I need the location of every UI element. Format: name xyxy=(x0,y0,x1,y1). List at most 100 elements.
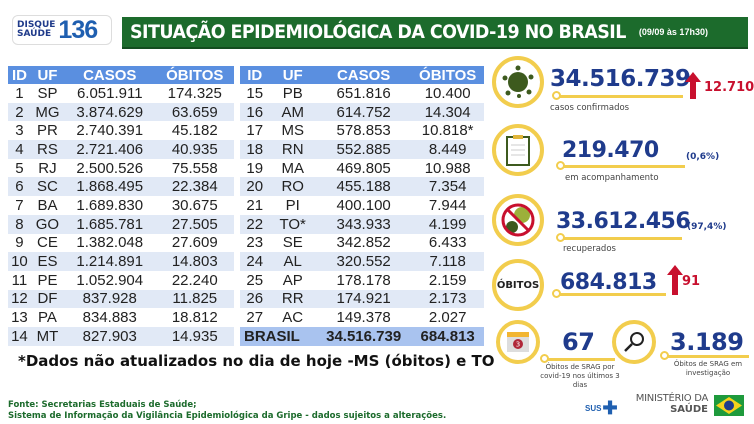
states-table-left: ID UF CASOS ÓBITOS 1 SP 6.051.911 174.325 2 MG 3.8… xyxy=(8,66,234,346)
table-row: 4 RS 2.721.406 40.935 xyxy=(8,140,234,159)
table-row: 16 AM 614.752 14.304 xyxy=(240,102,484,122)
cell-uf: CE xyxy=(37,234,58,252)
title-bar: SITUAÇÃO EPIDEMIOLÓGICA DA COVID-19 NO B… xyxy=(122,17,748,49)
cell-casos: 1.214.891 xyxy=(64,252,156,271)
cell-uf: RO xyxy=(269,177,316,197)
cell-casos: 469.805 xyxy=(336,159,391,177)
cell-casos: 178.178 xyxy=(336,271,391,289)
disque-saude-logo: DISQUE SAÚDE 136 xyxy=(12,15,112,45)
cell-uf: ES xyxy=(30,252,65,271)
cell-id: 11 xyxy=(11,271,28,289)
cell-uf: AP xyxy=(282,271,303,289)
cell-casos: 320.552 xyxy=(315,252,412,271)
table-row: 8 GO 1.685.781 27.505 xyxy=(8,214,234,234)
states-table-right: ID UF CASOS ÓBITOS 15 PB 651.816 10.400 16 AM 614.… xyxy=(240,66,484,346)
table-row: 6 SC 1.868.495 22.384 xyxy=(8,177,234,197)
cell-id: 2 xyxy=(8,102,31,122)
cell-casos: 614.752 xyxy=(315,102,412,122)
source: Fonte: Secretarias Estaduais de Saúde; S… xyxy=(8,400,446,422)
column-header: CASOS xyxy=(64,66,156,84)
cell-obitos: 2.159 xyxy=(428,271,467,289)
cell-obitos: 174.325 xyxy=(167,84,222,102)
cell-id: 3 xyxy=(15,122,24,140)
cell-casos: 651.816 xyxy=(336,84,391,102)
table-row: 11 PE 1.052.904 22.240 xyxy=(8,271,234,290)
cell-uf: SE xyxy=(282,234,303,252)
cell-id: 26 xyxy=(240,289,270,309)
cell-id: 13 xyxy=(11,309,28,327)
cell-obitos: 22.240 xyxy=(171,271,218,289)
cell-uf: AC xyxy=(282,309,304,327)
cell-obitos: 45.182 xyxy=(171,122,218,140)
cell-casos: 578.853 xyxy=(336,122,391,140)
cell-obitos: 2.173 xyxy=(411,289,484,309)
page-title: SITUAÇÃO EPIDEMIOLÓGICA DA COVID-19 NO B… xyxy=(130,21,626,43)
cell-id: 21 xyxy=(246,196,264,214)
cell-uf: MS xyxy=(281,122,304,140)
cell-casos: 174.921 xyxy=(315,289,412,309)
cell-uf: GO xyxy=(30,214,65,234)
table-row: 21 PI 400.100 7.944 xyxy=(240,196,484,215)
cell-id: 4 xyxy=(8,140,31,159)
table-row: 13 PA 834.883 18.812 xyxy=(8,308,234,327)
cell-id: 8 xyxy=(8,214,31,234)
cell-uf: RJ xyxy=(38,159,57,177)
cell-uf: PB xyxy=(282,84,303,102)
cell-uf: TO* xyxy=(269,214,316,234)
cell-casos: 149.378 xyxy=(336,309,391,327)
table-row: 7 BA 1.689.830 30.675 xyxy=(8,196,234,215)
calendar-icon: 3 xyxy=(496,320,540,364)
cell-casos: 834.883 xyxy=(82,309,137,327)
cell-casos: 2.500.526 xyxy=(76,159,144,177)
cell-casos: 400.100 xyxy=(336,196,391,214)
table-row: 1 SP 6.051.911 174.325 xyxy=(8,84,234,103)
column-header: ID xyxy=(240,66,270,84)
cell-id: 6 xyxy=(8,177,31,197)
cell-uf: RS xyxy=(30,140,65,159)
brazil-flag-icon xyxy=(714,395,744,421)
table-row: 5 RJ 2.500.526 75.558 xyxy=(8,159,234,178)
table-row: 22 TO* 343.933 4.199 xyxy=(240,214,484,234)
cell-obitos: 7.944 xyxy=(428,196,467,214)
cell-obitos: 7.118 xyxy=(411,252,484,271)
cell-casos: 6.051.911 xyxy=(76,84,143,102)
cell-id: 23 xyxy=(246,234,264,252)
cell-casos: 343.933 xyxy=(315,214,412,234)
cell-uf: AL xyxy=(269,252,316,271)
column-header: ÓBITOS xyxy=(155,66,234,84)
table-header: ID UF CASOS ÓBITOS xyxy=(240,66,484,84)
cell-obitos: 8.449 xyxy=(411,140,484,159)
cell-obitos: 4.199 xyxy=(411,214,484,234)
total-label: BRASIL xyxy=(240,326,316,346)
sus-text: SUS xyxy=(585,404,602,413)
virus-icon xyxy=(492,56,544,108)
cell-obitos: 27.505 xyxy=(155,214,234,234)
cell-obitos: 6.433 xyxy=(428,234,467,252)
cell-id: 15 xyxy=(246,84,264,102)
confirmed-value: 34.516.739 xyxy=(550,66,691,92)
cell-obitos: 40.935 xyxy=(155,140,234,159)
cell-uf: MT xyxy=(30,326,65,346)
cell-uf: PE xyxy=(37,271,58,289)
cell-obitos: 14.935 xyxy=(155,326,234,346)
srag-investigation-label: Óbitos de SRAG em investigação xyxy=(673,360,743,377)
cell-uf: RR xyxy=(269,289,316,309)
table-row: 26 RR 174.921 2.173 xyxy=(240,289,484,309)
cell-casos: 2.721.406 xyxy=(64,140,156,159)
cell-casos: 1.052.904 xyxy=(76,271,144,289)
table-row: 9 CE 1.382.048 27.609 xyxy=(8,234,234,253)
cell-id: 25 xyxy=(246,271,264,289)
deaths-icon: ÓBITOS xyxy=(492,259,544,311)
table-header: ID UF CASOS ÓBITOS xyxy=(8,66,234,84)
table-row: 27 AC 149.378 2.027 xyxy=(240,308,484,327)
recovered-value: 33.612.456 xyxy=(556,209,691,234)
srag3-value: 67 xyxy=(562,328,595,356)
cell-casos: 1.685.781 xyxy=(64,214,156,234)
cell-uf: MG xyxy=(30,102,65,122)
total-casos: 34.516.739 xyxy=(315,326,412,346)
cell-obitos: 22.384 xyxy=(155,177,234,197)
table-row: 25 AP 178.178 2.159 xyxy=(240,271,484,290)
monitoring-label: em acompanhamento xyxy=(565,173,659,183)
logo-line1: DISQUE xyxy=(17,20,56,30)
column-header: CASOS xyxy=(315,66,412,84)
